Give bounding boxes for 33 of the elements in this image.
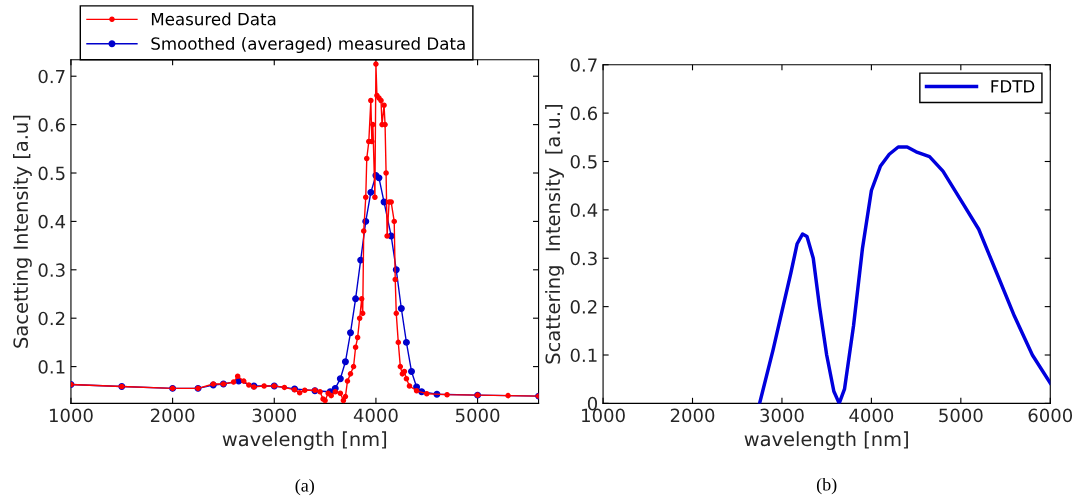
x-tick-label: 2000 [670, 408, 715, 423]
y-tick-label: 0.4 [38, 214, 66, 229]
y-tick-label: 0.6 [570, 106, 598, 121]
y-tick-label: 0.1 [570, 348, 597, 363]
x-tick-label: 3000 [760, 408, 804, 423]
y-tick-label: 0.6 [38, 118, 65, 132]
y-tick-label: 0.2 [570, 300, 597, 314]
y-axis-title: Scattering Intensity [a.u.] [545, 105, 564, 364]
y-tick-label: 0.1 [38, 360, 65, 374]
y-tick-label: 0.5 [570, 154, 597, 169]
y-axis-title: Sacetting Intensity [a.u] [13, 115, 32, 348]
legend-label: FDTD [991, 80, 1035, 93]
text: (b) [816, 477, 837, 495]
x-tick-label: 1000 [49, 408, 93, 423]
legend-label: Measured Data [151, 12, 276, 26]
y-tick-label: 0.5 [38, 166, 65, 181]
x-tick-label: 5000 [939, 408, 983, 423]
legend-label: Smoothed (averaged) measured Data [151, 36, 465, 54]
x-tick-label: 3000 [252, 408, 297, 423]
x-tick-label: 4000 [849, 408, 894, 423]
text: (a) [295, 478, 314, 496]
y-tick-label: 0.3 [38, 263, 65, 277]
x-tick-label: 2000 [150, 408, 195, 423]
x-axis-title: wavelength [nm] [744, 431, 908, 451]
y-tick-label: 0.7 [38, 69, 65, 84]
y-tick-label: 0.3 [570, 251, 597, 266]
y-tick-label: 0.7 [570, 58, 597, 72]
x-tick-label: 4000 [353, 408, 398, 423]
y-tick-label: 0.2 [38, 311, 65, 326]
x-tick-label: 6000 [1028, 408, 1073, 423]
y-tick-label: 0.4 [570, 203, 598, 217]
x-tick-label: 5000 [456, 408, 500, 423]
x-axis-title: wavelength [nm] [222, 431, 387, 451]
